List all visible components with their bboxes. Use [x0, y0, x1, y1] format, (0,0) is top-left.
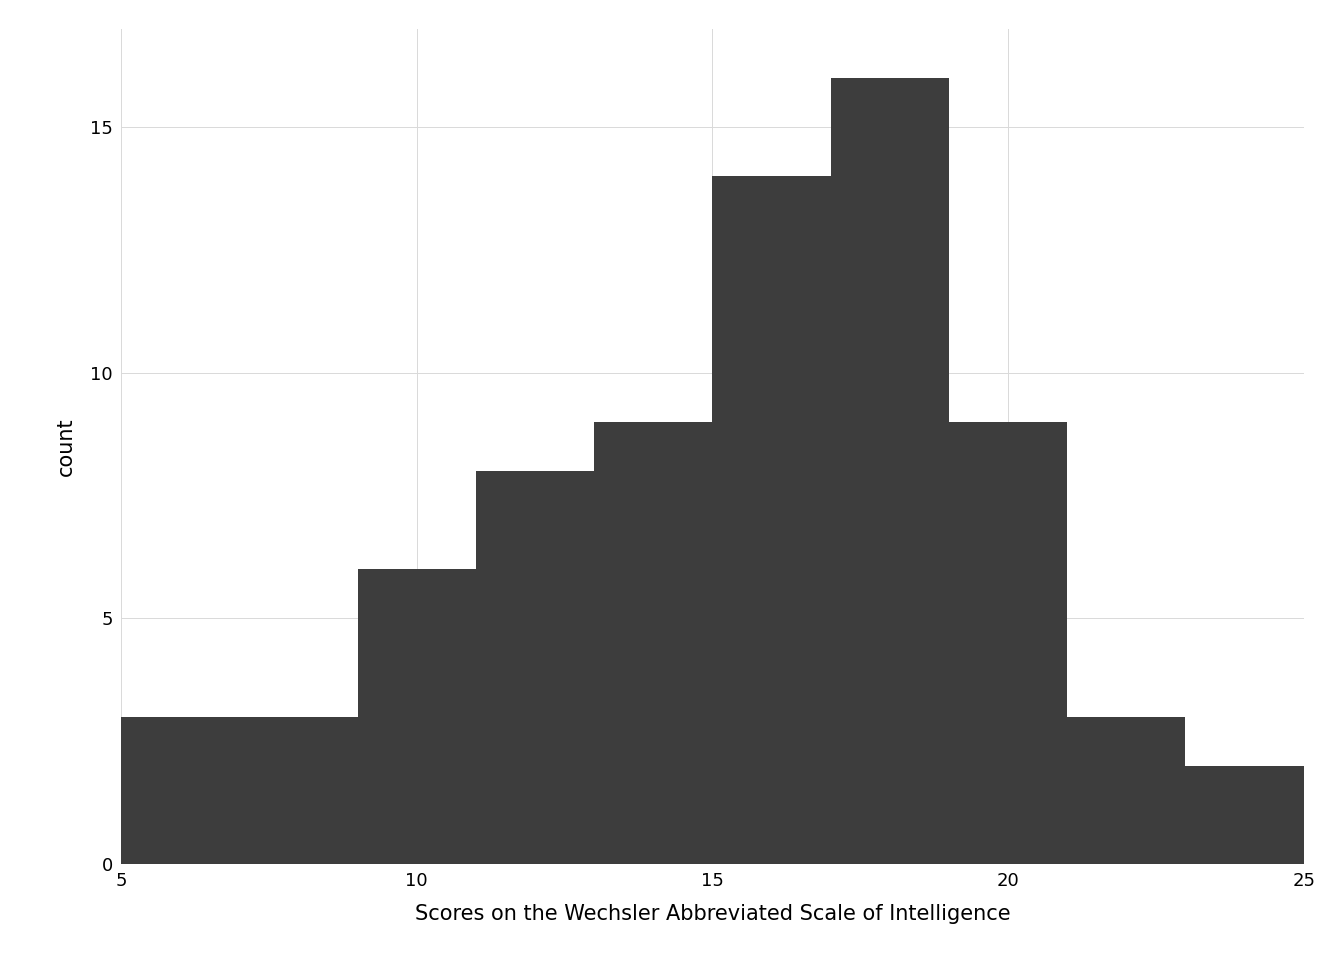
Bar	[1185, 766, 1304, 864]
X-axis label: Scores on the Wechsler Abbreviated Scale of Intelligence: Scores on the Wechsler Abbreviated Scale…	[414, 904, 1011, 924]
Y-axis label: count: count	[56, 417, 75, 476]
Bar	[949, 421, 1067, 864]
Bar	[121, 716, 358, 864]
Bar	[831, 78, 949, 864]
Bar	[358, 569, 476, 864]
Bar	[476, 471, 594, 864]
Bar	[594, 421, 712, 864]
Bar	[1067, 716, 1185, 864]
Bar	[712, 177, 831, 864]
